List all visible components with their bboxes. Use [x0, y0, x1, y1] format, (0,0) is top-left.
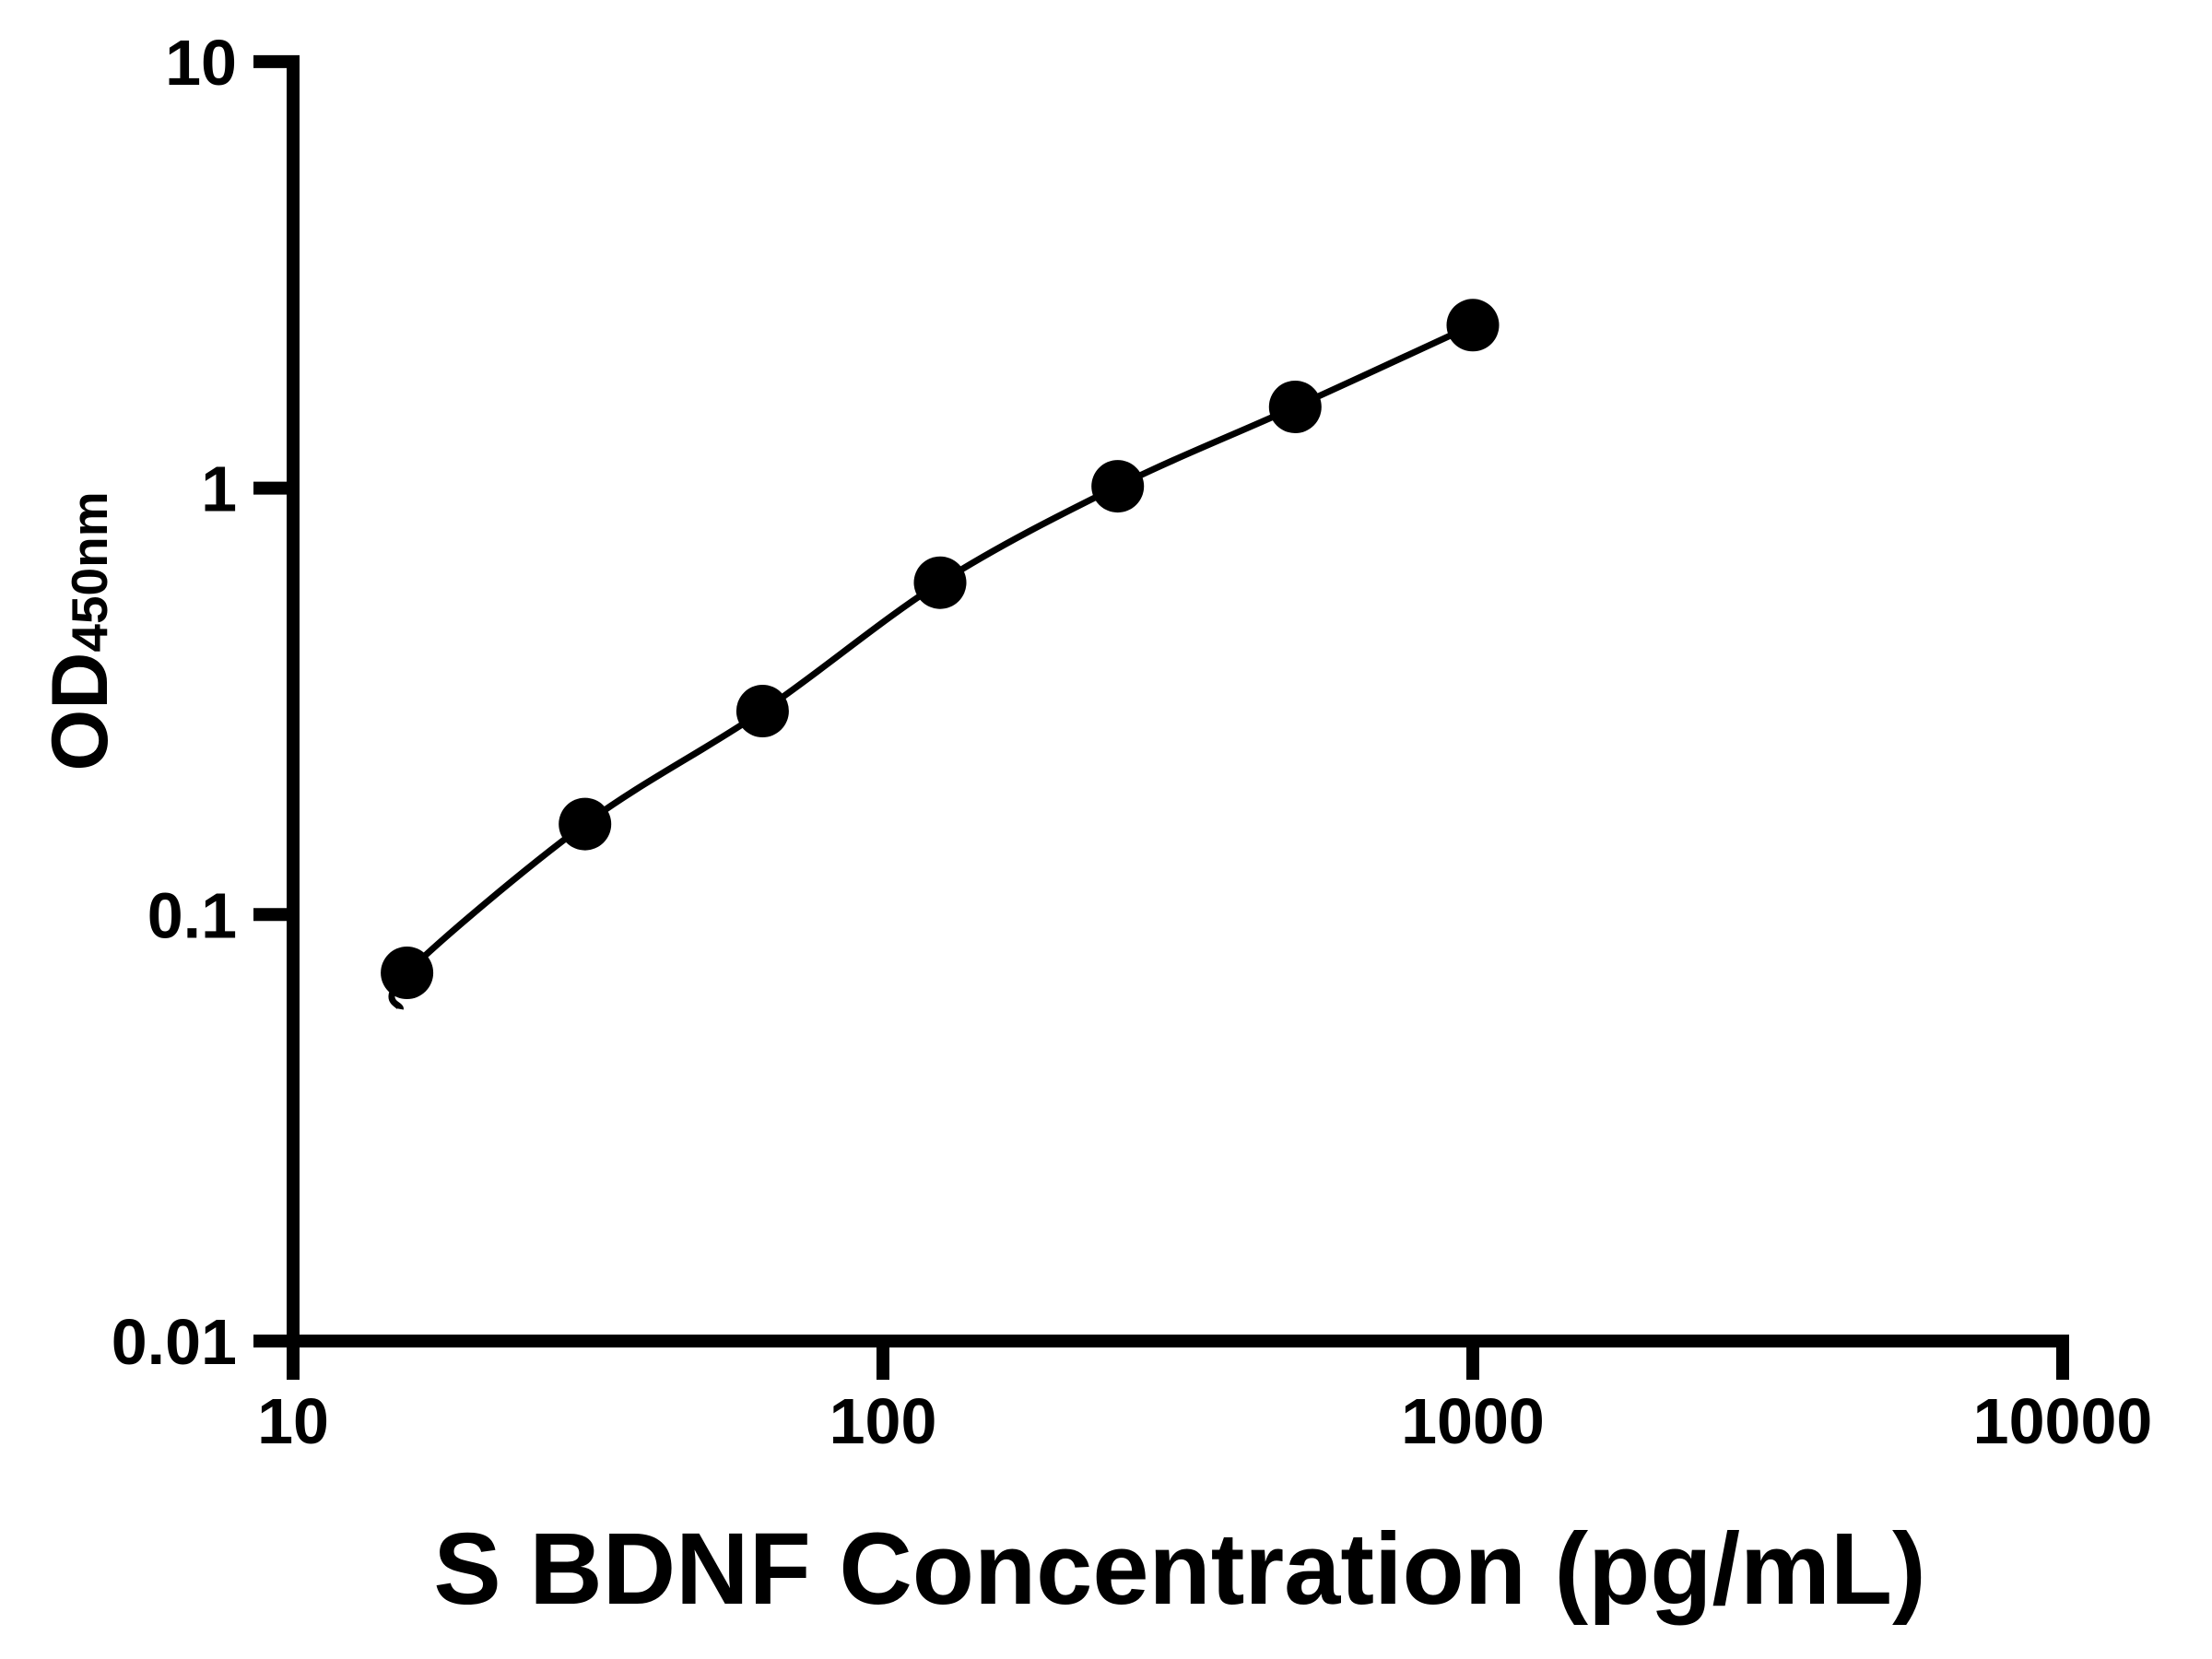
data-point: [913, 556, 967, 609]
x-tick-label-1000: 1000: [1401, 1385, 1545, 1457]
y-tick-label-1: 1: [201, 453, 237, 525]
x-tick-label-100: 100: [830, 1385, 937, 1457]
y-tick-label-0.1: 0.1: [147, 879, 237, 951]
y-axis-title-main: OD: [36, 653, 124, 771]
x-axis-title: S BDNF Concentration (pg/mL): [433, 1512, 1925, 1626]
data-point: [1446, 299, 1500, 352]
data-point: [1091, 460, 1145, 513]
y-axis-title: OD450nm: [36, 491, 124, 771]
x-tick-label-10000: 10000: [1973, 1385, 2153, 1457]
y-tick-label-0.01: 0.01: [112, 1306, 237, 1378]
y-tick-label-10: 10: [165, 27, 237, 99]
x-tick-label-10: 10: [257, 1385, 329, 1457]
data-point: [1268, 381, 1322, 433]
data-point: [559, 797, 612, 851]
data-point: [381, 947, 434, 999]
y-axis-title-sub: 450nm: [61, 491, 118, 652]
data-point: [735, 685, 789, 737]
